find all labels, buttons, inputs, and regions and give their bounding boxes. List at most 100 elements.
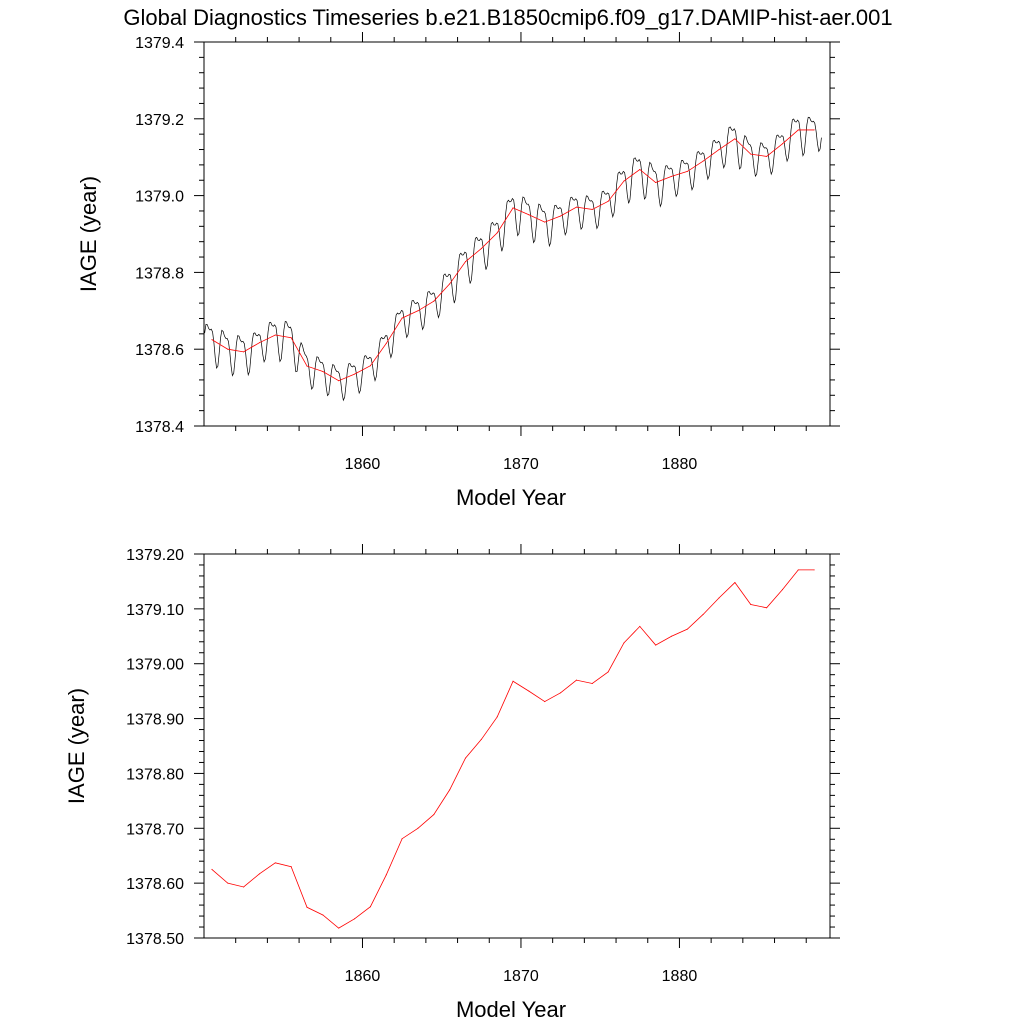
bottom-axis-ticks [194,544,840,948]
bottom-data-point [496,716,498,718]
top-data-point [306,365,308,367]
bottom-data-point [813,569,815,571]
top-data-point [813,129,815,131]
figure-title: Global Diagnostics Timeseries b.e21.B185… [123,5,892,30]
top-data-point [354,373,356,375]
bottom-x-tick-labels: 1860 1870 1880 [345,968,698,985]
top-data-point [480,248,482,250]
top-x-tick-label: 1880 [662,456,698,473]
top-data-point [290,337,292,339]
top-data-point [338,380,340,382]
top-data-point [750,153,752,155]
top-y-tick-label: 1379.2 [135,112,184,129]
top-y-tick-label: 1379.4 [135,35,184,52]
top-data-point [512,207,514,209]
bottom-data-point [449,789,451,791]
top-data-point [781,143,783,145]
top-data-point [575,206,577,208]
top-monthly-series-line [204,116,822,402]
top-data-point [560,215,562,217]
bottom-data-point [417,827,419,829]
top-y-tick-label: 1378.4 [135,419,184,436]
top-data-point [322,370,324,372]
top-x-tick-labels: 1860 1870 1880 [345,456,698,473]
bottom-y-tick-label: 1378.90 [126,712,184,729]
bottom-data-point [322,914,324,916]
top-data-point [243,351,245,353]
bottom-data-point [464,757,466,759]
top-data-point [274,334,276,336]
bottom-data-point [734,582,736,584]
bottom-plot-frame [203,553,831,939]
top-data-point [639,168,641,170]
bottom-data-point [623,642,625,644]
bottom-y-tick-label: 1379.00 [126,657,184,674]
top-y-tick-labels: 1378.4 1378.6 1378.8 1379.0 1379.2 1379.4 [135,35,184,436]
bottom-y-tick-label: 1378.70 [126,821,184,838]
top-data-point [369,365,371,367]
bottom-data-point [639,625,641,627]
top-x-tick-label: 1870 [503,456,539,473]
top-plot-frame [203,41,831,427]
top-data-point [417,310,419,312]
bottom-data-point [797,569,799,571]
bottom-data-point [338,927,340,929]
bottom-data-point [274,862,276,864]
bottom-data-point [575,679,577,681]
top-data-point [449,283,451,285]
bottom-data-point [290,866,292,868]
bottom-x-axis-title: Model Year [456,997,566,1022]
bottom-data-point [258,873,260,875]
top-data-point [544,221,546,223]
bottom-data-point [369,906,371,908]
top-y-tick-label: 1378.6 [135,342,184,359]
bottom-annual-mean-series-line [211,569,815,929]
bottom-data-point [750,603,752,605]
top-data-point [671,175,673,177]
bottom-data-point [686,628,688,630]
top-data-point [496,232,498,234]
top-data-point [211,339,213,341]
bottom-data-point [781,589,783,591]
top-axis-ticks [194,32,840,436]
top-data-point [797,129,799,131]
bottom-y-tick-label: 1378.50 [126,931,184,948]
bottom-y-tick-label: 1378.60 [126,876,184,893]
top-data-point [766,155,768,157]
bottom-data-point [401,838,403,840]
bottom-data-point [671,635,673,637]
bottom-y-tick-label: 1378.80 [126,766,184,783]
bottom-y-tick-label: 1379.20 [126,547,184,564]
top-data-point [528,214,530,216]
top-y-tick-label: 1378.8 [135,265,184,282]
bottom-data-point [560,692,562,694]
bottom-data-point [512,680,514,682]
top-data-point [734,138,736,140]
bottom-data-point [354,918,356,920]
bottom-y-tick-labels: 1378.50 1378.60 1378.70 1378.80 1378.90 1379.… [126,547,184,948]
top-data-point [464,261,466,263]
bottom-data-point [591,682,593,684]
top-data-point [655,182,657,184]
top-data-point [623,180,625,182]
top-data-point [385,342,387,344]
top-data-point [227,348,229,350]
top-x-tick-label: 1860 [345,456,381,473]
bottom-panel: 1378.50 1378.60 1378.70 1378.80 1378.90 1379.… [64,544,840,1022]
top-data-point [591,208,593,210]
top-x-axis-title: Model Year [456,485,566,510]
bottom-data-point [766,607,768,609]
bottom-x-tick-label: 1860 [345,968,381,985]
top-data-point [401,317,403,319]
bottom-data-point [528,690,530,692]
bottom-data-point [702,613,704,615]
top-panel: 1378.4 1378.6 1378.8 1379.0 1379.2 1379.4 186… [76,32,840,510]
top-data-point [718,149,720,151]
bottom-data-point [480,738,482,740]
bottom-data-point [718,597,720,599]
bottom-data-point [385,874,387,876]
bottom-data-point [243,886,245,888]
bottom-data-point [655,644,657,646]
bottom-y-axis-title: IAGE (year) [64,688,89,804]
